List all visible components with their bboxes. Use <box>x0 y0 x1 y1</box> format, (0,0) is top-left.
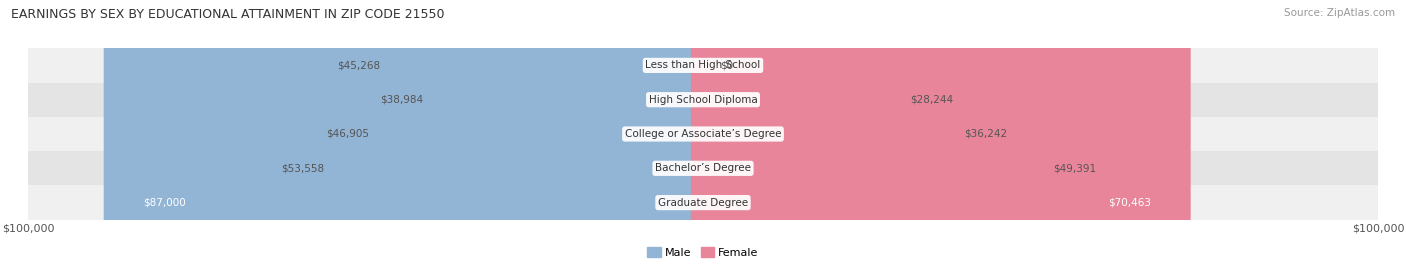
Bar <box>28 48 1378 83</box>
Text: Graduate Degree: Graduate Degree <box>658 198 748 208</box>
Bar <box>28 83 1378 117</box>
Bar <box>28 117 1378 151</box>
Text: $0: $0 <box>720 60 733 70</box>
Text: $70,463: $70,463 <box>1108 198 1152 208</box>
Text: $53,558: $53,558 <box>281 163 325 173</box>
Text: Less than High School: Less than High School <box>645 60 761 70</box>
Text: $28,244: $28,244 <box>911 95 953 105</box>
Text: High School Diploma: High School Diploma <box>648 95 758 105</box>
Text: $45,268: $45,268 <box>337 60 381 70</box>
FancyBboxPatch shape <box>385 0 716 268</box>
Bar <box>28 185 1378 220</box>
FancyBboxPatch shape <box>427 0 716 268</box>
Text: $36,242: $36,242 <box>965 129 1008 139</box>
FancyBboxPatch shape <box>104 0 716 268</box>
Text: $49,391: $49,391 <box>1053 163 1097 173</box>
FancyBboxPatch shape <box>690 0 960 268</box>
FancyBboxPatch shape <box>690 0 1049 268</box>
Text: College or Associate’s Degree: College or Associate’s Degree <box>624 129 782 139</box>
FancyBboxPatch shape <box>329 0 716 268</box>
Text: $38,984: $38,984 <box>380 95 423 105</box>
Legend: Male, Female: Male, Female <box>643 243 763 262</box>
FancyBboxPatch shape <box>690 0 1191 268</box>
Text: Source: ZipAtlas.com: Source: ZipAtlas.com <box>1284 8 1395 18</box>
FancyBboxPatch shape <box>690 0 905 268</box>
Bar <box>28 151 1378 185</box>
Text: $87,000: $87,000 <box>143 198 186 208</box>
FancyBboxPatch shape <box>374 0 716 268</box>
Text: EARNINGS BY SEX BY EDUCATIONAL ATTAINMENT IN ZIP CODE 21550: EARNINGS BY SEX BY EDUCATIONAL ATTAINMEN… <box>11 8 444 21</box>
Text: Bachelor’s Degree: Bachelor’s Degree <box>655 163 751 173</box>
Text: $46,905: $46,905 <box>326 129 370 139</box>
